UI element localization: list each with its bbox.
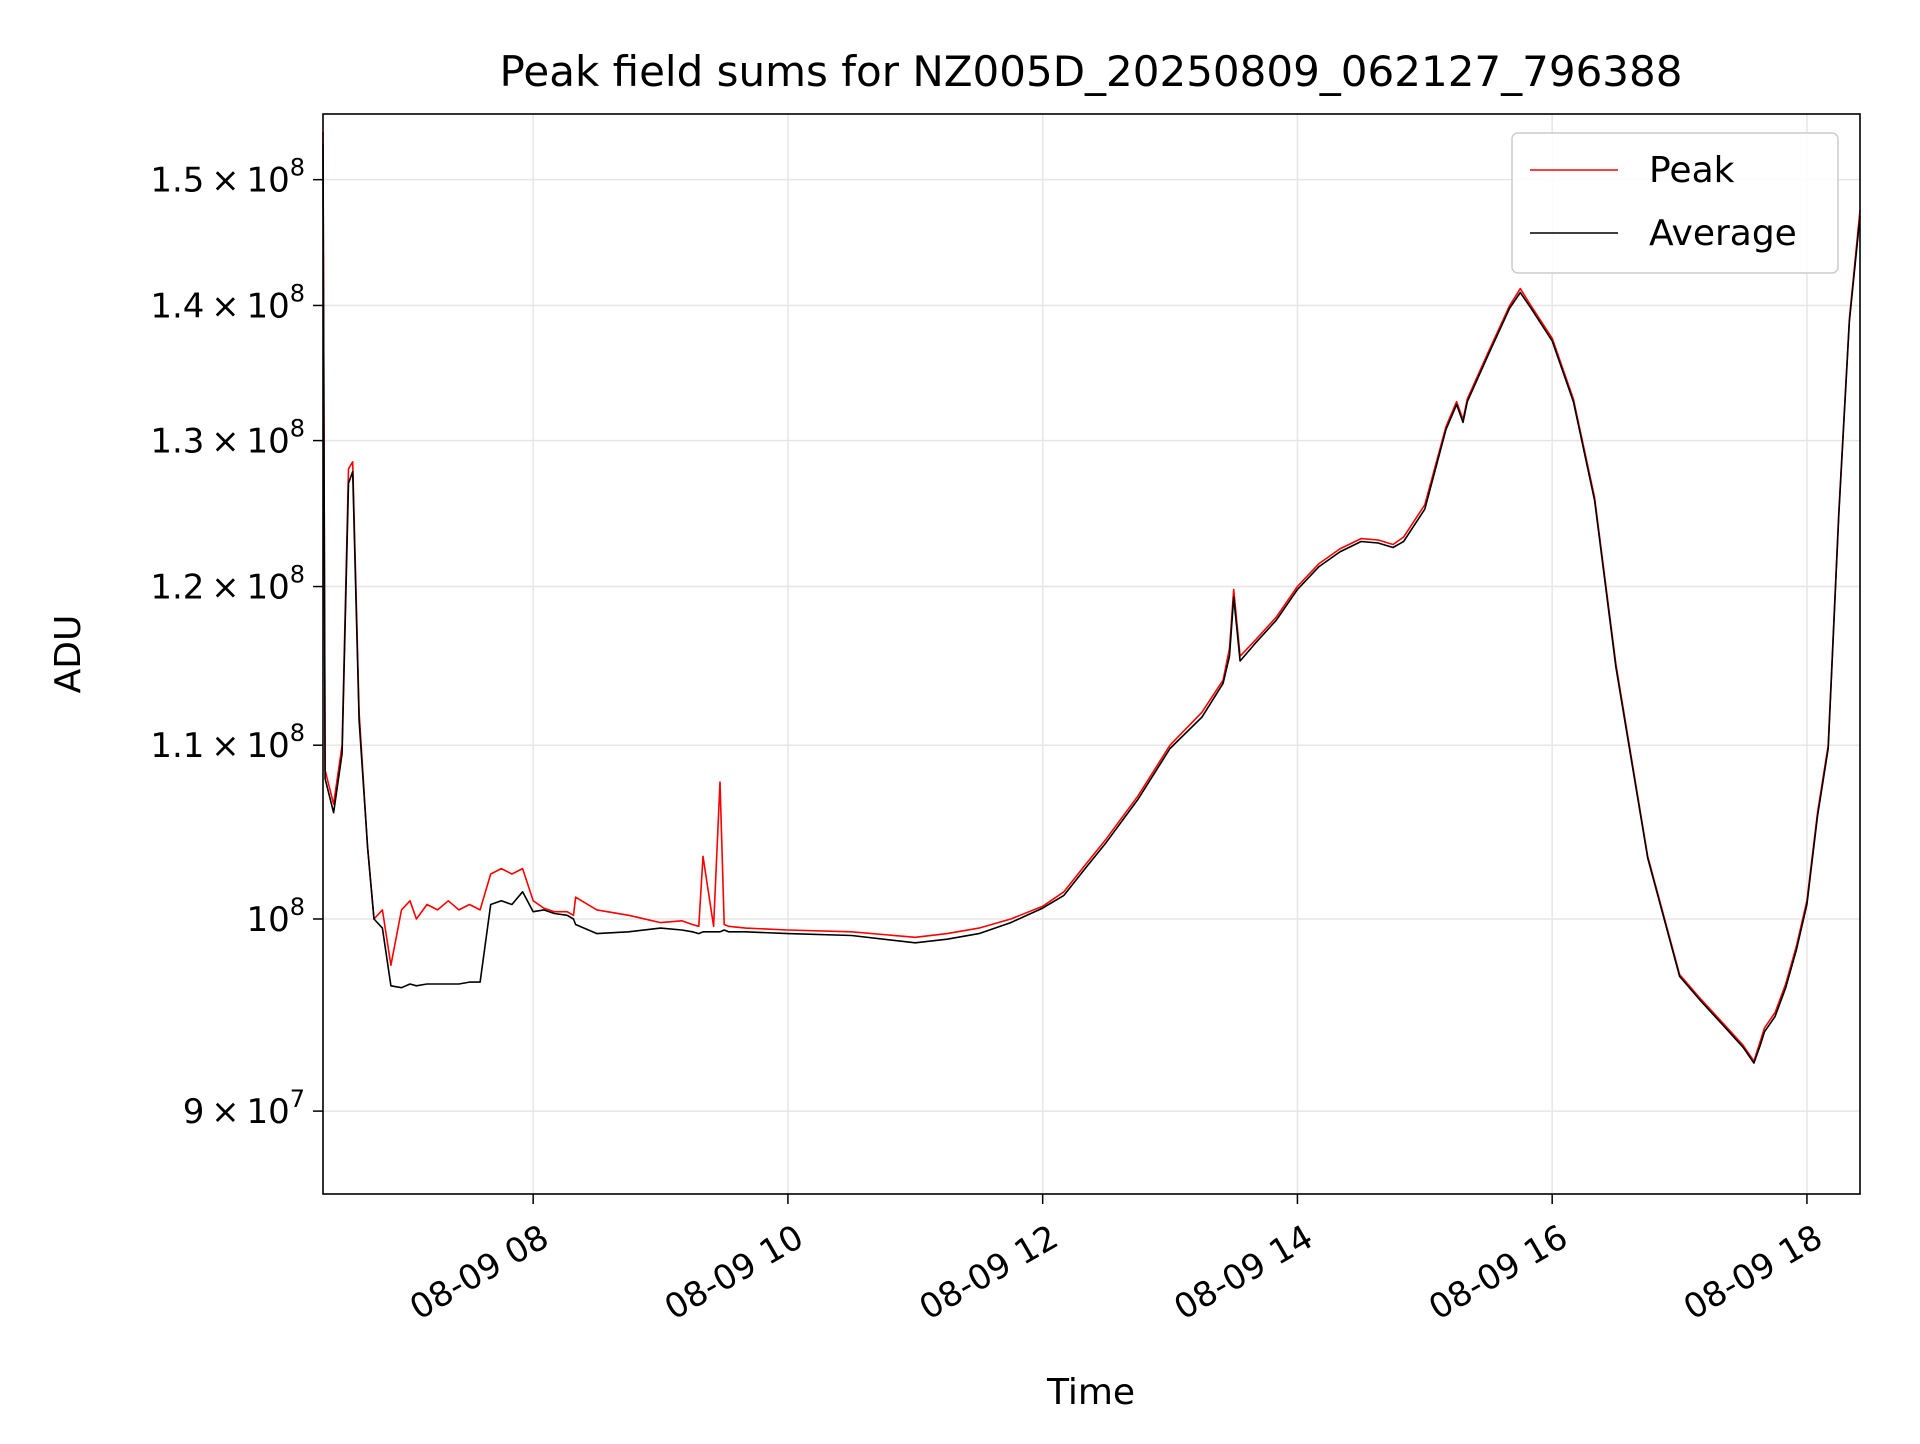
grid-lines [323,114,1860,1194]
y-tick-label: 1.3 × 108 [150,415,305,462]
y-tick-label: 1.1 × 108 [150,719,305,766]
x-tick-label: 08-09 08 [403,1217,555,1328]
chart-title: Peak field sums for NZ005D_20250809_0621… [500,47,1683,96]
legend-label-peak: Peak [1649,150,1735,191]
x-tick-label: 08-09 12 [913,1217,1065,1328]
axes-frame [322,113,1861,1195]
x-tick-label: 08-09 16 [1422,1217,1574,1328]
legend: Peak Average [1511,132,1839,274]
x-tick-label: 08-09 14 [1168,1217,1320,1328]
legend-label-average: Average [1649,213,1797,254]
series-line-average [322,143,1861,1064]
y-axis-title: ADU [48,615,89,694]
y-tick-label: 1.2 × 108 [150,561,305,608]
y-tick-label: 108 [246,893,305,940]
x-tick-label: 08-09 10 [658,1217,810,1328]
y-tick-label: 1.5 × 108 [150,154,305,201]
y-tick-label: 9 × 107 [183,1085,305,1132]
x-axis-ticks: 08-09 08 08-09 10 08-09 12 08-09 14 08-09 16… [403,1194,1829,1328]
x-tick-label: 08-09 18 [1677,1217,1829,1328]
y-axis-ticks: 9 × 107 108 1.1 × 108 1.2 × 108 1.3 × 108 1.4… [150,154,323,1132]
y-tick-label: 1.4 × 108 [150,279,305,326]
x-axis-title: Time [1046,1372,1135,1413]
legend-box [1511,132,1839,274]
plot-series [322,131,1861,1064]
